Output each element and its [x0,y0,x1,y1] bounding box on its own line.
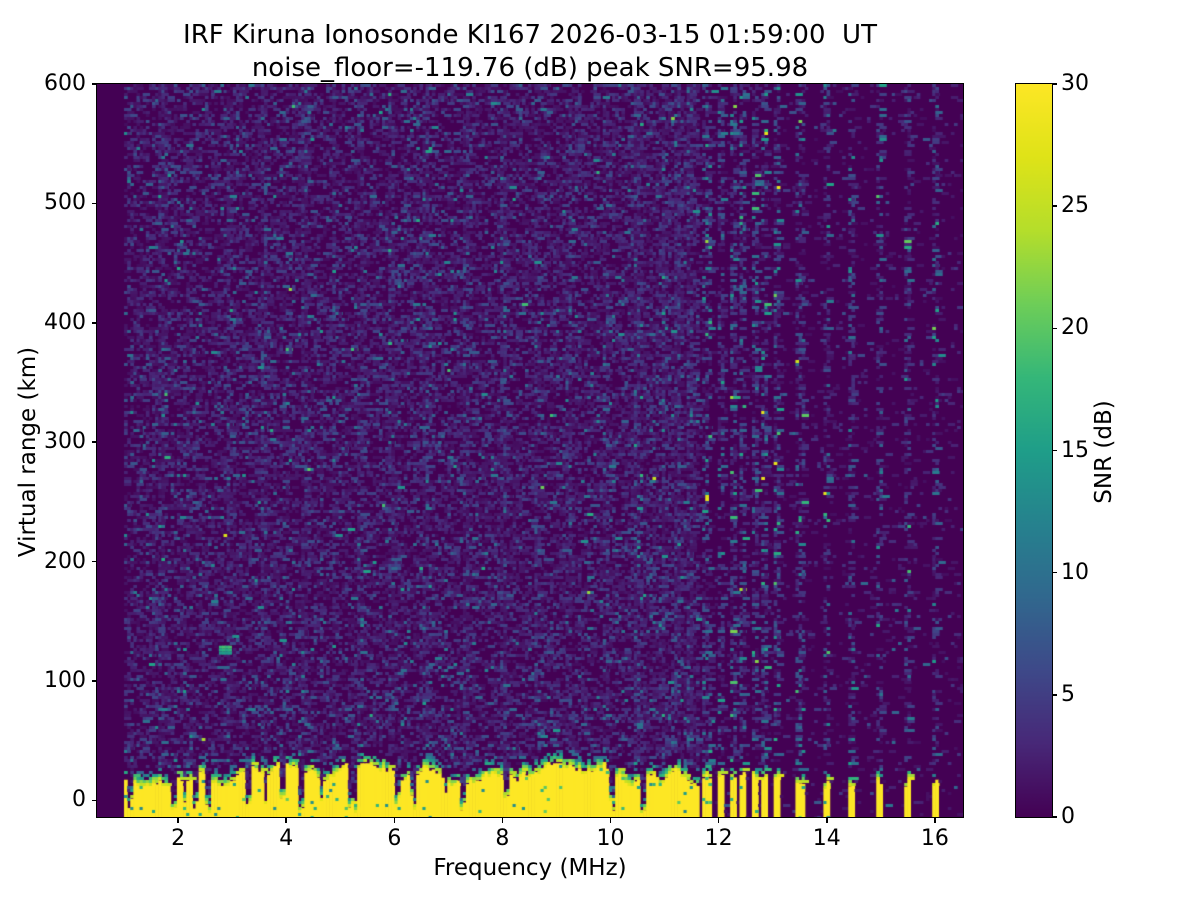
x-tick-label: 12 [704,826,733,851]
colorbar-tick-mark [1052,327,1057,330]
y-tick-mark [91,799,96,802]
y-axis-label: Virtual range (km) [15,346,41,558]
colorbar-tick-mark [1052,694,1057,696]
y-tick-mark [91,441,96,443]
x-tick-label: 2 [171,826,186,851]
colorbar-tick-label: 10 [1061,559,1089,585]
x-tick-mark [934,818,936,823]
y-tick-label: 500 [44,190,86,216]
x-tick-mark [501,818,504,823]
y-tick-label: 300 [44,429,86,455]
colorbar-tick-label: 15 [1061,437,1089,463]
x-tick-mark [826,818,828,823]
colorbar-tick-label: 0 [1061,804,1075,829]
colorbar-tick-mark [1052,449,1057,452]
colorbar-tick-mark [1052,83,1057,85]
ionogram-heatmap [96,83,964,818]
colorbar-tick-label: 20 [1061,315,1089,341]
y-tick-mark [91,83,96,85]
x-tick-label: 16 [920,826,949,851]
y-tick-mark [91,322,96,324]
x-tick-label: 4 [279,826,294,851]
x-tick-mark [609,818,612,823]
y-tick-mark [91,202,96,205]
y-tick-label: 400 [44,309,86,335]
x-tick-label: 10 [596,826,625,851]
x-tick-mark [177,818,179,823]
y-tick-label: 200 [44,548,86,574]
x-tick-mark [717,818,720,823]
x-tick-label: 6 [387,826,402,851]
y-tick-label: 0 [72,787,86,813]
colorbar-tick-label: 25 [1061,193,1089,219]
x-tick-mark [393,818,396,823]
x-tick-label: 14 [812,826,841,851]
y-tick-mark [91,680,96,682]
chart-title-line1: IRF Kiruna Ionosonde KI167 2026-03-15 01… [183,20,877,50]
y-tick-label: 600 [44,71,86,96]
colorbar-tick-label: 5 [1061,681,1075,707]
x-tick-mark [285,818,287,823]
y-tick-mark [91,560,96,563]
colorbar [1015,83,1053,818]
colorbar-label: SNR (dB) [1091,400,1117,504]
y-tick-label: 100 [44,667,86,693]
colorbar-tick-mark [1052,816,1057,818]
chart-title-line2: noise_floor=-119.76 (dB) peak SNR=95.98 [251,53,809,83]
colorbar-tick-mark [1052,205,1057,207]
x-tick-label: 8 [495,826,510,851]
colorbar-tick-mark [1052,571,1057,574]
x-axis-label: Frequency (MHz) [433,855,627,881]
colorbar-tick-label: 30 [1061,71,1089,96]
